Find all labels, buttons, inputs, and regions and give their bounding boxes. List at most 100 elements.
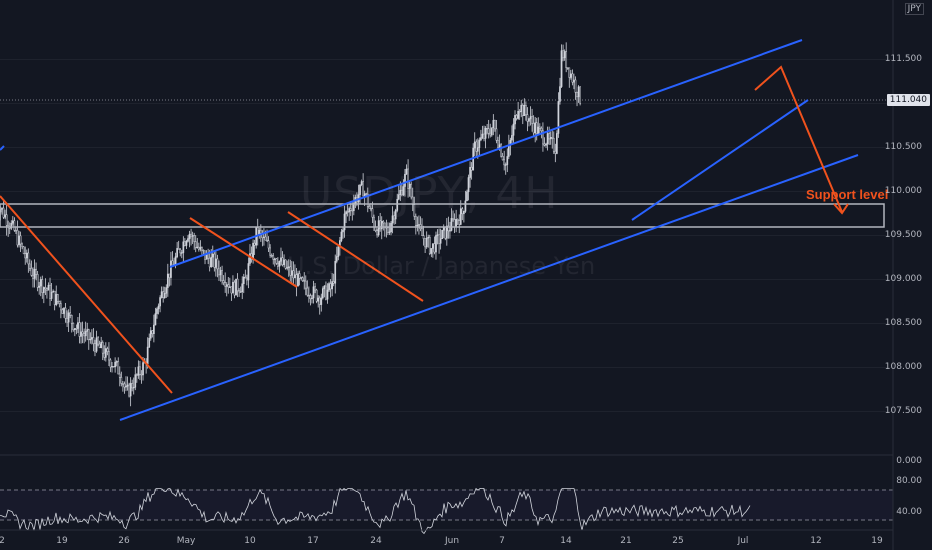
candle-body xyxy=(521,104,524,116)
candle-body xyxy=(1,207,3,210)
candle-body xyxy=(410,183,413,198)
candle-body xyxy=(455,219,457,228)
candle-body xyxy=(345,211,347,215)
candle-body xyxy=(236,278,239,291)
candle-body xyxy=(445,225,448,239)
candle-body xyxy=(46,288,48,291)
candle-body xyxy=(286,267,289,269)
orange-trendlines[interactable] xyxy=(0,195,424,394)
candle-body xyxy=(515,115,518,119)
candle-body xyxy=(272,255,275,260)
candle-body xyxy=(22,246,25,254)
candle-body xyxy=(29,263,31,269)
candle-body xyxy=(18,235,20,246)
candle-body xyxy=(215,258,217,268)
candle-body xyxy=(297,273,299,287)
candle-body xyxy=(376,230,378,236)
candle-body xyxy=(557,101,560,134)
candle-body xyxy=(552,138,555,152)
candle-body xyxy=(87,329,90,340)
candle-body xyxy=(78,322,81,337)
candle-body xyxy=(160,291,163,298)
candle-body xyxy=(306,287,309,296)
candle-body xyxy=(421,228,423,236)
time-tick: 2 xyxy=(0,536,5,546)
candle-body xyxy=(300,277,302,279)
candle-body xyxy=(83,333,85,337)
candle-body xyxy=(311,297,313,300)
candle-body xyxy=(210,256,213,268)
candle-body xyxy=(387,227,389,233)
candle-body xyxy=(60,303,62,311)
candle-body xyxy=(439,238,442,244)
candle-body xyxy=(91,337,93,340)
time-tick: 17 xyxy=(307,536,319,546)
candle-body xyxy=(213,253,216,268)
rsi-tick: 0.000 xyxy=(896,456,922,466)
candle-body xyxy=(428,236,431,254)
candle-body xyxy=(191,235,194,237)
candle-body xyxy=(47,284,50,291)
channel-upper xyxy=(169,39,803,268)
candle-body xyxy=(179,249,182,254)
candle-body xyxy=(470,166,473,171)
candle-body xyxy=(153,324,155,335)
candle-body xyxy=(154,313,157,326)
candle-body xyxy=(69,312,72,316)
candle-body xyxy=(404,173,406,187)
candle-body xyxy=(86,329,89,332)
candle-body xyxy=(266,239,268,242)
candle-body xyxy=(2,207,5,218)
candle-body xyxy=(476,147,479,152)
candle-body xyxy=(523,105,526,116)
candle-body xyxy=(466,191,468,202)
candle-body xyxy=(458,220,461,225)
candle-body xyxy=(115,361,118,363)
candle-body xyxy=(44,287,47,290)
candle-body xyxy=(489,132,492,136)
candle-body xyxy=(84,331,87,337)
time-tick: 25 xyxy=(672,536,684,546)
candle-body xyxy=(239,291,242,293)
time-tick: 21 xyxy=(620,536,632,546)
candle-body xyxy=(450,218,453,231)
candle-body xyxy=(461,208,464,215)
candle-body xyxy=(98,343,101,349)
candle-body xyxy=(312,286,315,299)
candle-body xyxy=(542,130,544,145)
support-zone[interactable] xyxy=(0,203,885,228)
candle-body xyxy=(323,285,326,289)
candle-body xyxy=(577,86,580,98)
candle-body xyxy=(487,128,490,134)
support-level-label: Support level xyxy=(806,187,889,202)
blue-trendlines[interactable] xyxy=(0,39,859,421)
candle-body xyxy=(230,286,233,294)
candle-body xyxy=(33,268,36,279)
candle-body xyxy=(332,281,335,284)
candle-body xyxy=(579,86,581,104)
candle-body xyxy=(371,208,374,218)
projection-path[interactable] xyxy=(754,65,849,215)
candle-body xyxy=(134,374,137,388)
candle-body xyxy=(202,249,205,252)
candle-body xyxy=(430,248,433,254)
candle-body xyxy=(123,383,126,388)
candle-body xyxy=(247,263,250,281)
candle-body xyxy=(235,278,237,296)
candle-body xyxy=(444,226,447,239)
candle-body xyxy=(408,183,411,189)
candle-body xyxy=(216,258,219,270)
candle-body xyxy=(233,281,236,296)
candle-body xyxy=(162,291,165,299)
candle-body xyxy=(449,230,451,232)
candle-body xyxy=(399,189,402,195)
time-tick: 14 xyxy=(560,536,572,546)
candle-body xyxy=(396,199,399,211)
candle-body xyxy=(184,241,186,246)
candle-body xyxy=(125,386,127,388)
candle-body xyxy=(109,359,112,368)
candle-body xyxy=(545,143,547,146)
rsi-tick: 80.00 xyxy=(896,476,922,486)
candle-body xyxy=(103,352,106,358)
